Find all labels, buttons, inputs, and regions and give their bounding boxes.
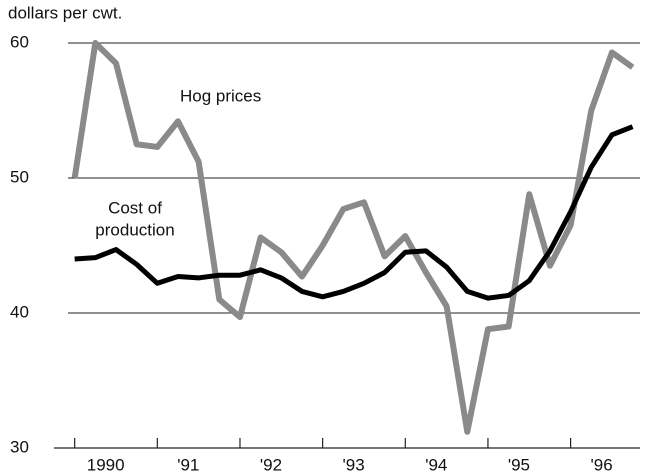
- x-tick-label: '96: [591, 455, 613, 474]
- x-tick-label: '93: [343, 455, 365, 474]
- annotation: Hog prices: [180, 86, 261, 105]
- y-tick-label: 30: [10, 437, 29, 456]
- y-tick-label: 60: [10, 32, 29, 51]
- x-tick-label: '92: [260, 455, 282, 474]
- x-tick-label: '91: [177, 455, 199, 474]
- y-tick-label: 40: [10, 302, 29, 321]
- series-line: [74, 124, 634, 301]
- annotation: production: [95, 220, 174, 239]
- x-tick-label: '94: [425, 455, 447, 474]
- series-line: [71, 40, 635, 435]
- chart-title: dollars per cwt.: [8, 3, 122, 22]
- y-tick-label: 50: [10, 167, 29, 186]
- x-tick-label: 1990: [87, 455, 125, 474]
- annotation: Cost of: [108, 198, 162, 217]
- x-tick-label: '95: [508, 455, 530, 474]
